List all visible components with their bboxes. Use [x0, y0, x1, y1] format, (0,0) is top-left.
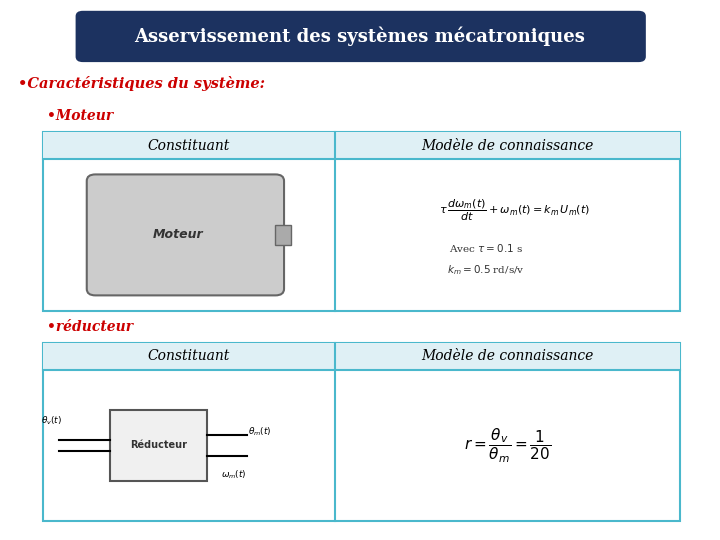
Text: •Caractéristiques du système:: •Caractéristiques du système:: [18, 76, 265, 91]
Bar: [109, 410, 207, 481]
Bar: [43, 132, 680, 310]
Text: •réducteur: •réducteur: [47, 320, 132, 334]
Bar: [275, 225, 291, 245]
Text: Asservissement des systèmes mécatroniques: Asservissement des systèmes mécatronique…: [135, 26, 585, 46]
Text: Modèle de connaissance: Modèle de connaissance: [421, 349, 594, 363]
Text: Modèle de connaissance: Modèle de connaissance: [421, 139, 594, 153]
FancyBboxPatch shape: [76, 11, 646, 62]
Text: $\theta_m(t)$: $\theta_m(t)$: [248, 426, 271, 438]
Bar: [43, 343, 680, 521]
Text: Réducteur: Réducteur: [130, 441, 187, 450]
Text: $\tau\,\dfrac{d\omega_m(t)}{dt} + \omega_{m}(t) = k_m\,U_m(t)$: $\tau\,\dfrac{d\omega_m(t)}{dt} + \omega…: [439, 198, 590, 224]
FancyBboxPatch shape: [87, 174, 284, 295]
Text: Constituant: Constituant: [148, 349, 230, 363]
Text: $\theta_v(t)$: $\theta_v(t)$: [42, 415, 63, 428]
Text: $\omega_m(t)$: $\omega_m(t)$: [222, 469, 247, 482]
Text: $r = \dfrac{\theta_v}{\theta_m} = \dfrac{1}{20}$: $r = \dfrac{\theta_v}{\theta_m} = \dfrac…: [464, 427, 552, 464]
Text: Constituant: Constituant: [148, 139, 230, 153]
Bar: [43, 132, 680, 159]
Text: $k_m = 0.5$ rd/s/v: $k_m = 0.5$ rd/s/v: [447, 263, 525, 277]
Text: Avec $\tau = 0.1$ s: Avec $\tau = 0.1$ s: [449, 242, 523, 254]
Bar: [43, 343, 680, 370]
Text: Moteur: Moteur: [153, 228, 204, 241]
Text: •Moteur: •Moteur: [47, 109, 113, 123]
